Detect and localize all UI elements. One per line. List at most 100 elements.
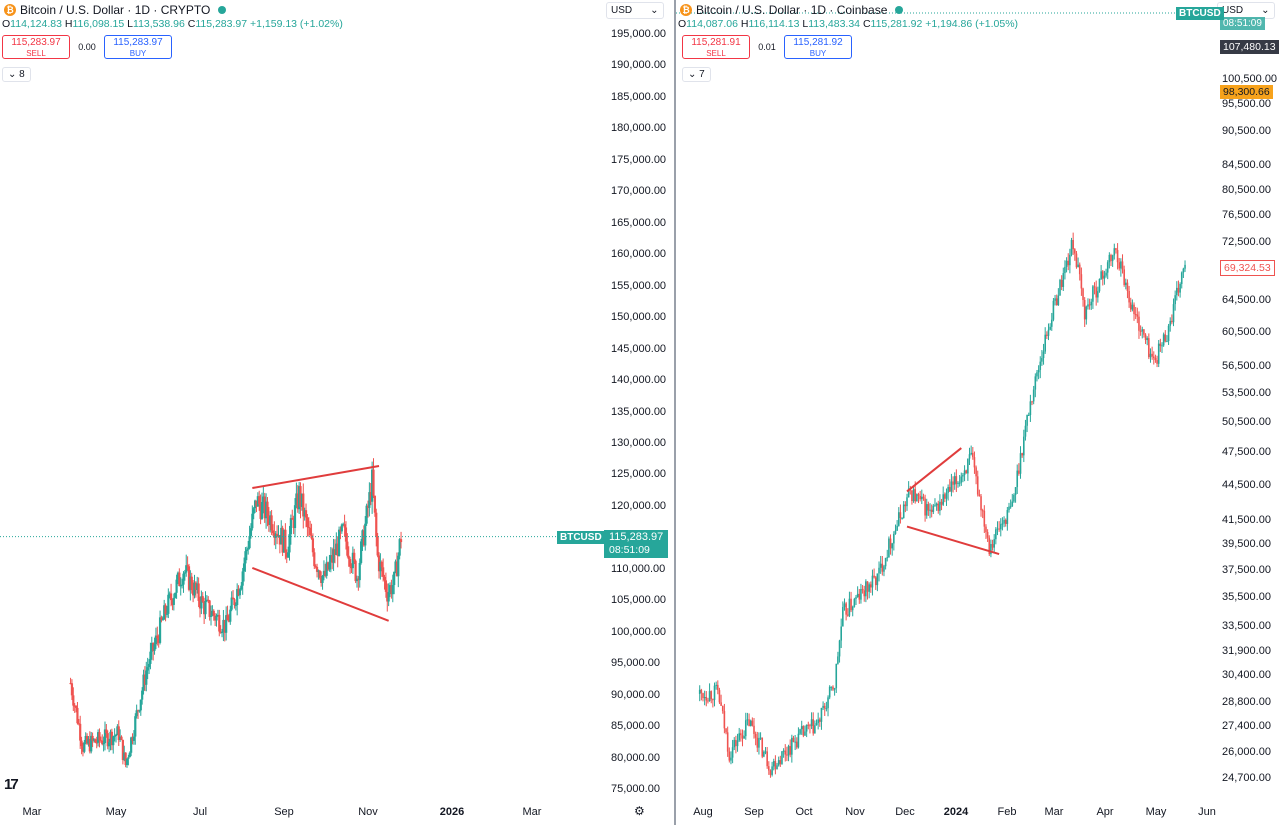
right-currency-select[interactable]: USD ⌄ (1217, 2, 1275, 19)
trend-line[interactable] (906, 447, 962, 493)
candle-body (273, 532, 276, 538)
candle-body (1115, 248, 1117, 251)
candle-body (271, 530, 275, 533)
price-tick-label: 60,500.00 (1222, 325, 1271, 338)
right-symbol-title[interactable]: Bitcoin / U.S. Dollar · 1D · Coinbase (696, 3, 888, 17)
price-tick-label: 120,000.00 (611, 499, 667, 512)
candle-body (1128, 290, 1130, 303)
candle-body (1082, 288, 1084, 301)
left-currency-select[interactable]: USD ⌄ (606, 2, 664, 19)
left-symbol-title[interactable]: Bitcoin / U.S. Dollar · 1D · CRYPTO (20, 3, 211, 17)
candle-body (939, 501, 941, 511)
candle-body (70, 683, 74, 696)
candle-body (876, 573, 879, 586)
price-tick-label: 80,000.00 (611, 751, 660, 764)
candle-body (791, 737, 793, 755)
candle-body (754, 733, 757, 738)
candle-body (723, 711, 726, 729)
left-price-chart[interactable] (0, 0, 674, 825)
right-price-chart[interactable] (676, 0, 1280, 825)
tradingview-logo[interactable]: 17 (4, 776, 19, 793)
candle-body (1138, 316, 1140, 331)
candle-body (171, 600, 174, 605)
price-tick-label: 145,000.00 (611, 342, 667, 355)
right-buy-button[interactable]: 115,281.92 BUY (784, 35, 852, 59)
right-sell-button[interactable]: 115,281.91 SELL (682, 35, 750, 59)
candle-body (154, 635, 158, 645)
candle-body (388, 585, 392, 593)
candle-body (253, 500, 257, 509)
candle-body (320, 577, 323, 584)
candle-body (353, 552, 356, 561)
candle-body (255, 500, 258, 507)
candle-body (311, 538, 315, 553)
candle-body (193, 582, 196, 596)
candle-body (328, 562, 331, 570)
candle-body (1093, 286, 1096, 288)
left-buy-button[interactable]: 115,283.97 BUY (104, 35, 172, 59)
candle-body (153, 644, 156, 651)
candle-body (819, 719, 821, 722)
candle-body (128, 752, 131, 758)
left-indicators-toggle[interactable]: ⌄ 8 (2, 67, 31, 82)
candle-body (871, 575, 874, 588)
candle-body (398, 539, 401, 556)
candle-body (315, 566, 319, 572)
candle-body (795, 741, 798, 748)
market-open-icon (218, 6, 227, 14)
candle-body (995, 529, 997, 540)
price-tick-label: 72,500.00 (1222, 235, 1271, 248)
candle-body (1019, 453, 1022, 474)
candle-body (879, 563, 882, 568)
right-chart-pane[interactable]: ₿ Bitcoin / U.S. Dollar · 1D · Coinbase … (676, 0, 1280, 825)
price-tick-label: 195,000.00 (611, 28, 667, 40)
price-tick-label: 24,700.00 (1222, 772, 1271, 784)
candle-body (72, 695, 75, 706)
price-tick-label: 90,500.00 (1222, 125, 1271, 138)
trend-line[interactable] (252, 465, 380, 490)
trend-line[interactable] (906, 525, 1000, 556)
candle-body (925, 504, 928, 516)
candle-body (205, 599, 208, 602)
candle-body (1065, 260, 1068, 267)
candle-body (280, 527, 283, 545)
candle-body (896, 525, 898, 531)
right-orange-price-tag: 98,300.66 (1220, 85, 1273, 99)
candle-body (921, 496, 923, 500)
candle-body (891, 543, 893, 549)
candle-body (1050, 319, 1053, 327)
left-sell-button[interactable]: 115,283.97 SELL (2, 35, 70, 59)
candle-body (220, 632, 224, 634)
candle-body (335, 543, 338, 555)
candle-body (106, 733, 109, 747)
candle-body (1087, 304, 1089, 307)
candle-body (152, 642, 155, 651)
time-tick-label: Feb (997, 806, 1017, 818)
candle-body (1121, 261, 1124, 270)
candle-body (970, 452, 972, 455)
price-tick-label: 180,000.00 (611, 122, 667, 135)
candle-body (1105, 272, 1107, 276)
candle-body (914, 489, 917, 502)
candle-body (792, 737, 795, 742)
candle-body (344, 527, 348, 542)
candle-body (234, 605, 237, 607)
candle-body (1083, 300, 1086, 320)
candle-body (332, 549, 335, 563)
candle-body (376, 536, 379, 556)
candle-body (1111, 255, 1114, 262)
pane-divider[interactable] (674, 0, 676, 825)
candle-body (110, 731, 113, 746)
candle-body (124, 752, 127, 765)
candle-body (361, 530, 364, 542)
price-tick-label: 90,000.00 (611, 688, 660, 701)
candle-body (764, 751, 767, 753)
trend-line[interactable] (251, 566, 390, 622)
candle-body (794, 741, 796, 743)
candles (698, 232, 1186, 778)
candle-body (924, 498, 926, 516)
gear-icon[interactable]: ⚙ (634, 804, 645, 818)
left-chart-pane[interactable]: ₿ Bitcoin / U.S. Dollar · 1D · CRYPTO O1… (0, 0, 674, 825)
right-indicators-toggle[interactable]: ⌄ 7 (682, 67, 711, 82)
candle-body (978, 494, 981, 497)
